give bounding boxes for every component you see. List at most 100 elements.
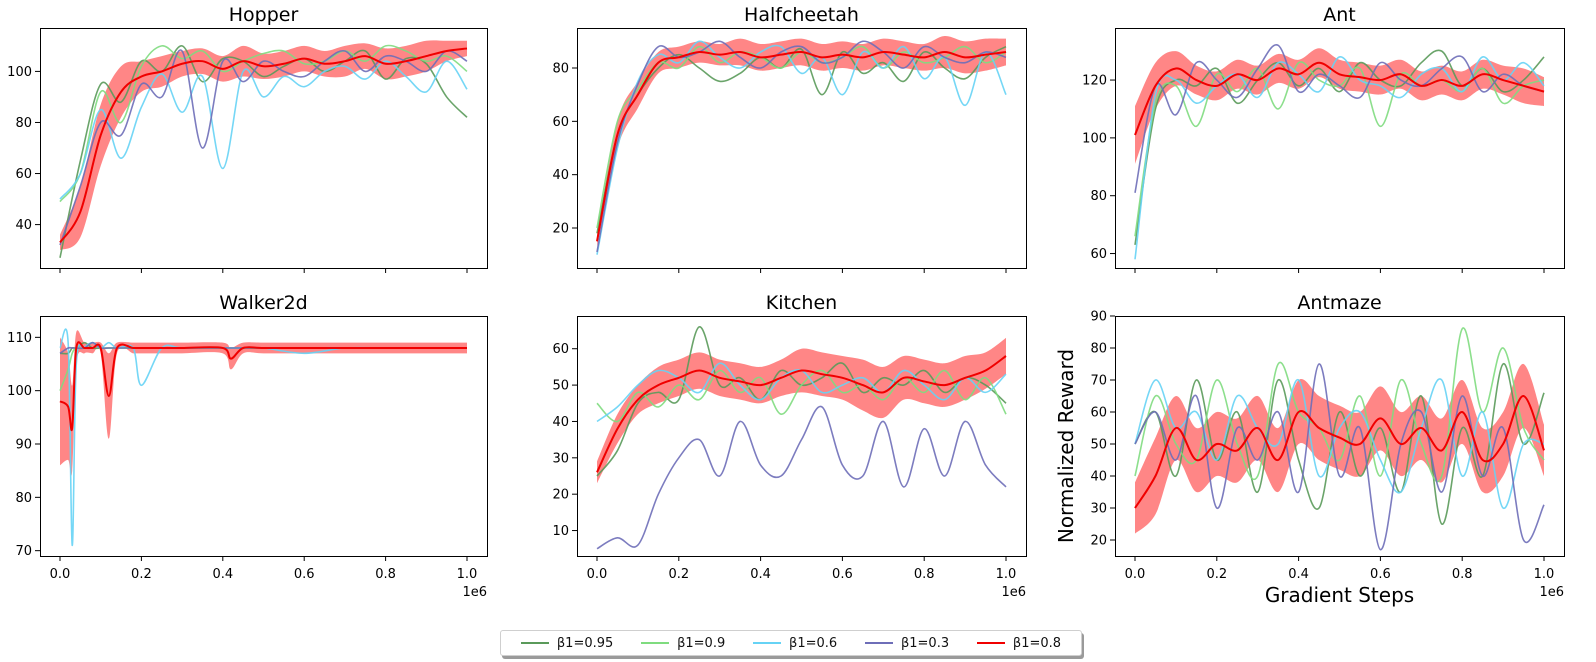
x-tick-label: 0.0 [50,567,71,582]
legend-swatch [753,642,782,644]
series-line [59,47,468,244]
axes-frame [1115,28,1565,269]
subplot-kitchen: Kitchen 10 20 30 40 50 60 0.0 0.2 0.4 0.6 0.8 1.0 1e6 [552,292,1027,600]
plot-area [59,40,468,258]
legend-swatch [864,642,893,644]
y-tick-label: 20 [552,488,569,503]
plot-area [59,328,467,547]
y-tick-label: 30 [552,451,569,466]
legend-swatch [976,642,1005,644]
series-line [59,60,468,200]
subplot-title: Kitchen [766,292,837,314]
confidence-band [1135,48,1544,164]
y-tick-label: 100 [7,65,32,80]
y-tick-label: 60 [1090,406,1107,421]
legend-swatch [641,642,670,644]
y-axis-label: Normalized Reward [1054,349,1078,543]
subplot-title: Walker2d [219,292,307,314]
subplot-antmaze: Antmaze 20 30 40 50 60 70 80 90 0.0 0.2 0.4 0.6 0.8 1.… [1054,292,1565,607]
x-tick-label: 0.4 [212,567,233,582]
y-tick-label: 60 [552,115,569,130]
y-tick-label: 50 [552,379,569,394]
y-tick-label: 80 [1090,189,1107,204]
x-tick-label: 0.2 [1206,567,1227,582]
legend-label: β1=0.8 [1012,635,1062,651]
x-tick-label: 0.6 [832,567,853,582]
y-tick-label: 40 [552,415,569,430]
series-line [1134,395,1545,509]
y-tick-label: 40 [1090,470,1107,485]
x-tick-label: 1.0 [996,567,1017,582]
legend-label: β1=0.6 [789,635,838,651]
y-tick-label: 60 [15,167,32,182]
series-line [1134,56,1545,260]
subplot-halfcheetah: Halfcheetah 20 40 60 80 [552,4,1027,273]
series-line [596,45,1007,234]
subplot-walker2d: Walker2d 70 80 90 100 110 0.0 0.2 0.4 0.6 0.8 1.0 1e… [7,292,488,600]
y-tick-label: 70 [1090,374,1107,389]
series-line [59,45,468,258]
series-line [59,328,467,547]
series-line [1134,327,1545,483]
series-line [596,355,1007,473]
legend-item: β1=0.6 [753,636,837,651]
subplot-title: Hopper [229,4,299,26]
x-tick-label: 0.0 [587,567,608,582]
confidence-band [60,40,467,251]
axes-frame [577,316,1027,557]
plot-area [1134,327,1545,551]
y-tick-label: 40 [552,168,569,183]
subplot-title: Halfcheetah [744,4,859,26]
y-tick-label: 40 [15,218,32,233]
series-line [596,405,1007,550]
y-tick-label: 80 [1090,342,1107,357]
x-tick-label: 0.0 [1125,567,1146,582]
confidence-band [60,330,467,476]
x-axis-label: Gradient Steps [1265,583,1414,607]
legend-item: β1=0.3 [864,636,949,651]
x-tick-label: 1.0 [1534,567,1555,582]
confidence-band [597,337,1006,484]
legend-item: β1=0.95 [520,636,613,651]
series-line [59,341,467,432]
x-tick-label: 0.8 [375,567,396,582]
subplot-ant: Ant 60 80 100 120 [1082,4,1565,273]
series-line [59,44,468,203]
subplot-hopper: Hopper 40 60 80 100 [7,4,488,273]
confidence-band [1135,363,1544,534]
axes-frame [40,316,488,557]
x-offset-text: 1e6 [1001,585,1026,600]
series-line [59,49,468,246]
y-tick-label: 100 [1082,131,1107,146]
y-tick-label: 70 [15,544,32,559]
series-line [1134,44,1545,193]
x-tick-label: 0.2 [668,567,689,582]
series-line [1134,378,1545,509]
legend-item: β1=0.8 [976,635,1062,651]
y-tick-label: 110 [7,331,32,346]
y-tick-label: 60 [552,342,569,357]
plot-area [1134,44,1545,260]
axes-frame [40,28,488,269]
x-tick-label: 0.4 [750,567,771,582]
y-tick-label: 50 [1090,438,1107,453]
y-tick-label: 90 [1090,310,1107,325]
legend-label: β1=0.9 [677,635,726,651]
x-tick-label: 0.2 [131,567,152,582]
series-line [596,50,1007,242]
plot-area [596,35,1007,255]
y-tick-label: 90 [15,438,32,453]
y-tick-label: 10 [552,524,569,539]
y-tick-label: 60 [1090,247,1107,262]
x-offset-text: 1e6 [462,585,487,600]
x-tick-label: 0.6 [1370,567,1391,582]
y-tick-label: 20 [1090,534,1107,549]
series-line [1134,61,1545,237]
x-offset-text: 1e6 [1539,585,1564,600]
series-line [1134,61,1545,136]
series-line [596,40,1007,255]
y-tick-label: 30 [1090,502,1107,517]
legend-item: β1=0.9 [641,636,725,651]
legend: β1=0.95 β1=0.9 β1=0.6 β1=0.3 β1=0.8 [500,630,1082,656]
